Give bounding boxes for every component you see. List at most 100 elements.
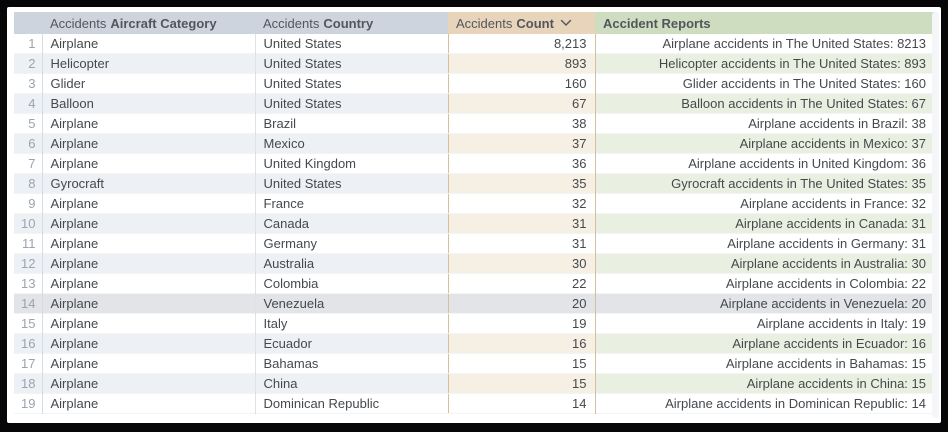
category-cell: Airplane — [42, 233, 256, 254]
report-cell: Airplane accidents in Ecuador: 16 — [595, 333, 934, 354]
count-cell: 30 — [447, 253, 596, 274]
table-row[interactable]: 4 Balloon United States 67 Balloon accidents… — [14, 93, 934, 114]
row-number-cell: 17 — [14, 353, 43, 374]
table-row[interactable]: 3 Glider United States 160 Glider accidents … — [14, 73, 934, 94]
table-row[interactable]: 15 Airplane Italy 19 Airplane accidents in I… — [14, 313, 934, 334]
header-prefix: Accidents — [263, 15, 320, 31]
country-cell: China — [255, 373, 448, 394]
table-row[interactable]: 11 Airplane Germany 31 Airplane accidents in… — [14, 233, 934, 254]
count-cell: 160 — [447, 73, 596, 94]
scrollbar-track[interactable] — [932, 12, 939, 418]
row-number-cell: 19 — [14, 393, 43, 414]
row-number-cell: 5 — [14, 113, 43, 134]
table-row[interactable]: 19 Airplane Dominican Republic 14 Airplane a… — [14, 393, 934, 414]
category-cell: Airplane — [42, 113, 256, 134]
count-cell: 31 — [447, 233, 596, 254]
country-cell: Brazil — [255, 113, 448, 134]
count-cell: 15 — [447, 353, 596, 374]
table-row[interactable]: 16 Airplane Ecuador 16 Airplane accidents in… — [14, 333, 934, 354]
count-cell: 35 — [447, 173, 596, 194]
count-cell: 22 — [447, 273, 596, 294]
table-row[interactable]: 2 Helicopter United States 893 Helicopter ac… — [14, 53, 934, 74]
country-cell: Dominican Republic — [255, 393, 448, 414]
table-row[interactable]: 17 Airplane Bahamas 15 Airplane accidents in… — [14, 353, 934, 374]
country-cell: Colombia — [255, 273, 448, 294]
count-cell: 37 — [447, 133, 596, 154]
category-cell: Airplane — [42, 313, 256, 334]
header-label: Count — [516, 15, 554, 31]
country-cell: United Kingdom — [255, 153, 448, 174]
country-cell: United States — [255, 34, 448, 54]
count-cell: 31 — [447, 213, 596, 234]
category-cell: Balloon — [42, 93, 256, 114]
report-cell: Helicopter accidents in The United State… — [595, 53, 934, 74]
row-number-cell: 12 — [14, 253, 43, 274]
country-cell: Italy — [255, 313, 448, 334]
count-cell: 19 — [447, 313, 596, 334]
table-row[interactable]: 8 Gyrocraft United States 35 Gyrocraft accid… — [14, 173, 934, 194]
report-cell: Airplane accidents in Brazil: 38 — [595, 113, 934, 134]
header-label: Aircraft Category — [110, 15, 217, 31]
report-cell: Airplane accidents in Canada: 31 — [595, 213, 934, 234]
report-cell: Airplane accidents in Bahamas: 15 — [595, 353, 934, 374]
table-row[interactable]: 12 Airplane Australia 30 Airplane accidents … — [14, 253, 934, 274]
country-cell: Australia — [255, 253, 448, 274]
column-header-aircraft-category[interactable]: Accidents Aircraft Category — [42, 12, 255, 34]
category-cell: Airplane — [42, 193, 256, 214]
table-row[interactable]: 5 Airplane Brazil 38 Airplane accidents in B… — [14, 113, 934, 134]
table-row[interactable]: 18 Airplane China 15 Airplane accidents in C… — [14, 373, 934, 394]
table-panel: Accidents Aircraft Category Accidents Coun… — [7, 7, 941, 423]
category-cell: Airplane — [42, 393, 256, 414]
country-cell: United States — [255, 53, 448, 74]
header-label: Accident Reports — [603, 15, 711, 31]
row-number-cell: 11 — [14, 233, 43, 254]
count-cell: 16 — [447, 333, 596, 354]
report-cell: Airplane accidents in Italy: 19 — [595, 313, 934, 334]
row-number-cell: 4 — [14, 93, 43, 114]
accidents-table: Accidents Aircraft Category Accidents Coun… — [14, 12, 934, 414]
report-cell: Airplane accidents in Australia: 30 — [595, 253, 934, 274]
row-number-cell: 3 — [14, 73, 43, 94]
report-cell: Gyrocraft accidents in The United States… — [595, 173, 934, 194]
category-cell: Airplane — [42, 34, 256, 54]
report-cell: Airplane accidents in China: 15 — [595, 373, 934, 394]
country-cell: United States — [255, 93, 448, 114]
category-cell: Airplane — [42, 133, 256, 154]
country-cell: Canada — [255, 213, 448, 234]
row-number-header — [14, 12, 42, 34]
report-cell: Airplane accidents in Colombia: 22 — [595, 273, 934, 294]
row-number-cell: 1 — [14, 34, 43, 54]
table-row[interactable]: 7 Airplane United Kingdom 36 Airplane accide… — [14, 153, 934, 174]
count-cell: 38 — [447, 113, 596, 134]
country-cell: United States — [255, 73, 448, 94]
count-cell: 20 — [447, 293, 596, 314]
row-number-cell: 9 — [14, 193, 43, 214]
header-prefix: Accidents — [50, 15, 107, 31]
table-row[interactable]: 13 Airplane Colombia 22 Airplane accidents i… — [14, 273, 934, 294]
row-number-cell: 14 — [14, 293, 43, 314]
category-cell: Airplane — [42, 273, 256, 294]
row-number-cell: 18 — [14, 373, 43, 394]
category-cell: Airplane — [42, 153, 256, 174]
table-row[interactable]: 9 Airplane France 32 Airplane accidents in F… — [14, 193, 934, 214]
country-cell: United States — [255, 173, 448, 194]
column-header-country[interactable]: Accidents Country — [255, 12, 448, 34]
table-row[interactable]: 1 Airplane United States 8,213 Airplane acci… — [14, 34, 934, 54]
count-cell: 14 — [447, 393, 596, 414]
row-number-cell: 16 — [14, 333, 43, 354]
table-row[interactable]: 10 Airplane Canada 31 Airplane accidents in … — [14, 213, 934, 234]
country-cell: Germany — [255, 233, 448, 254]
report-cell: Airplane accidents in Germany: 31 — [595, 233, 934, 254]
category-cell: Airplane — [42, 253, 256, 274]
report-cell: Airplane accidents in Dominican Republic… — [595, 393, 934, 414]
column-header-accident-reports[interactable]: Accident Reports — [595, 12, 934, 34]
header-prefix: Accidents — [456, 15, 513, 31]
report-cell: Airplane accidents in Venezuela: 20 — [595, 293, 934, 314]
table-row[interactable]: 14 Airplane Venezuela 20 Airplane accidents … — [14, 293, 934, 314]
column-header-count[interactable]: Accidents Count — [448, 12, 595, 34]
header-row: Accidents Aircraft Category Accidents Coun… — [14, 12, 934, 34]
country-cell: France — [255, 193, 448, 214]
report-cell: Airplane accidents in Mexico: 37 — [595, 133, 934, 154]
table-row[interactable]: 6 Airplane Mexico 37 Airplane accidents in M… — [14, 133, 934, 154]
